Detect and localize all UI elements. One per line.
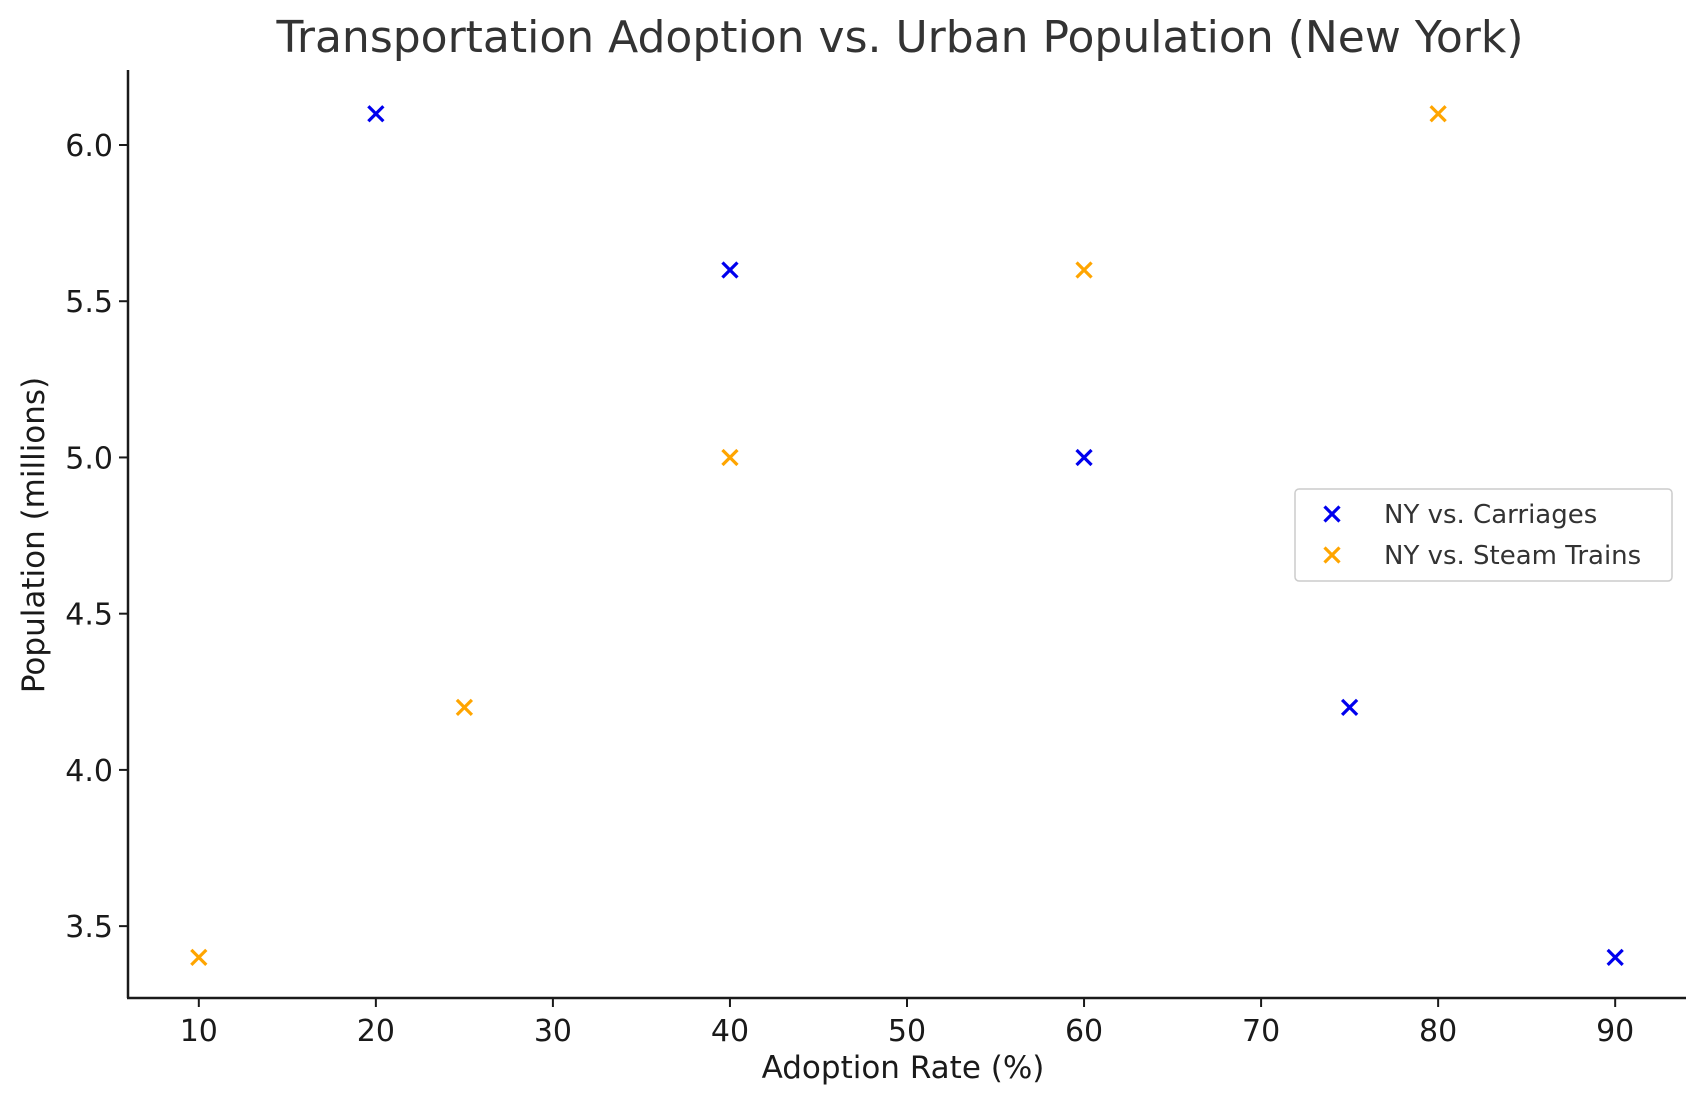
chart-title: Transportation Adoption vs. Urban Popula… [275,12,1523,63]
data-point-series-0 [721,261,739,279]
y-tick-label: 5.0 [65,441,113,476]
data-point-series-1 [721,448,739,467]
axis-ticks: 10 20 30 40 50 60 70 80 90 3.5 4.0 4.5 5.0 5.5 6.0 [65,129,1634,1049]
x-axis-label: Adoption Rate (%) [762,1050,1045,1086]
legend-marker-x [1323,546,1341,564]
y-axis-label: Population (millions) [16,377,52,693]
data-point-series-0 [367,105,385,123]
data-point-series-0 [1075,448,1093,467]
x-tick-label: 60 [1065,1014,1103,1049]
x-tick-label: 50 [888,1014,926,1049]
x-tick-label: 90 [1596,1014,1634,1049]
y-tick-label: 6.0 [65,129,113,164]
x-tick-label: 80 [1419,1014,1457,1049]
legend-label-steam-trains: NY vs. Steam Trains [1384,541,1641,571]
legend-label-carriages: NY vs. Carriages [1384,500,1597,530]
y-tick-label: 4.0 [65,754,113,789]
data-point-series-0 [1340,698,1359,717]
y-tick-label: 5.5 [65,285,113,320]
legend-box [1294,488,1673,582]
y-tick-label: 3.5 [65,910,113,945]
legend: NY vs. Carriages NY vs. Steam Trains [1294,488,1673,582]
x-tick-label: 20 [357,1014,395,1049]
data-point-series-1 [1429,105,1447,123]
data-point-series-1 [190,948,208,967]
legend-marker-steam-trains [1323,546,1341,564]
x-tick-label: 10 [180,1014,218,1049]
x-tick-label: 30 [534,1014,572,1049]
y-tick-label: 4.5 [65,598,113,633]
legend-marker-x [1323,505,1341,523]
data-point-series-1 [1075,261,1093,279]
data-point-series-0 [1606,948,1624,967]
data-points [190,105,1624,967]
x-tick-label: 70 [1242,1014,1280,1049]
data-point-series-1 [455,698,474,717]
x-tick-label: 40 [711,1014,749,1049]
legend-marker-carriages [1323,505,1341,523]
